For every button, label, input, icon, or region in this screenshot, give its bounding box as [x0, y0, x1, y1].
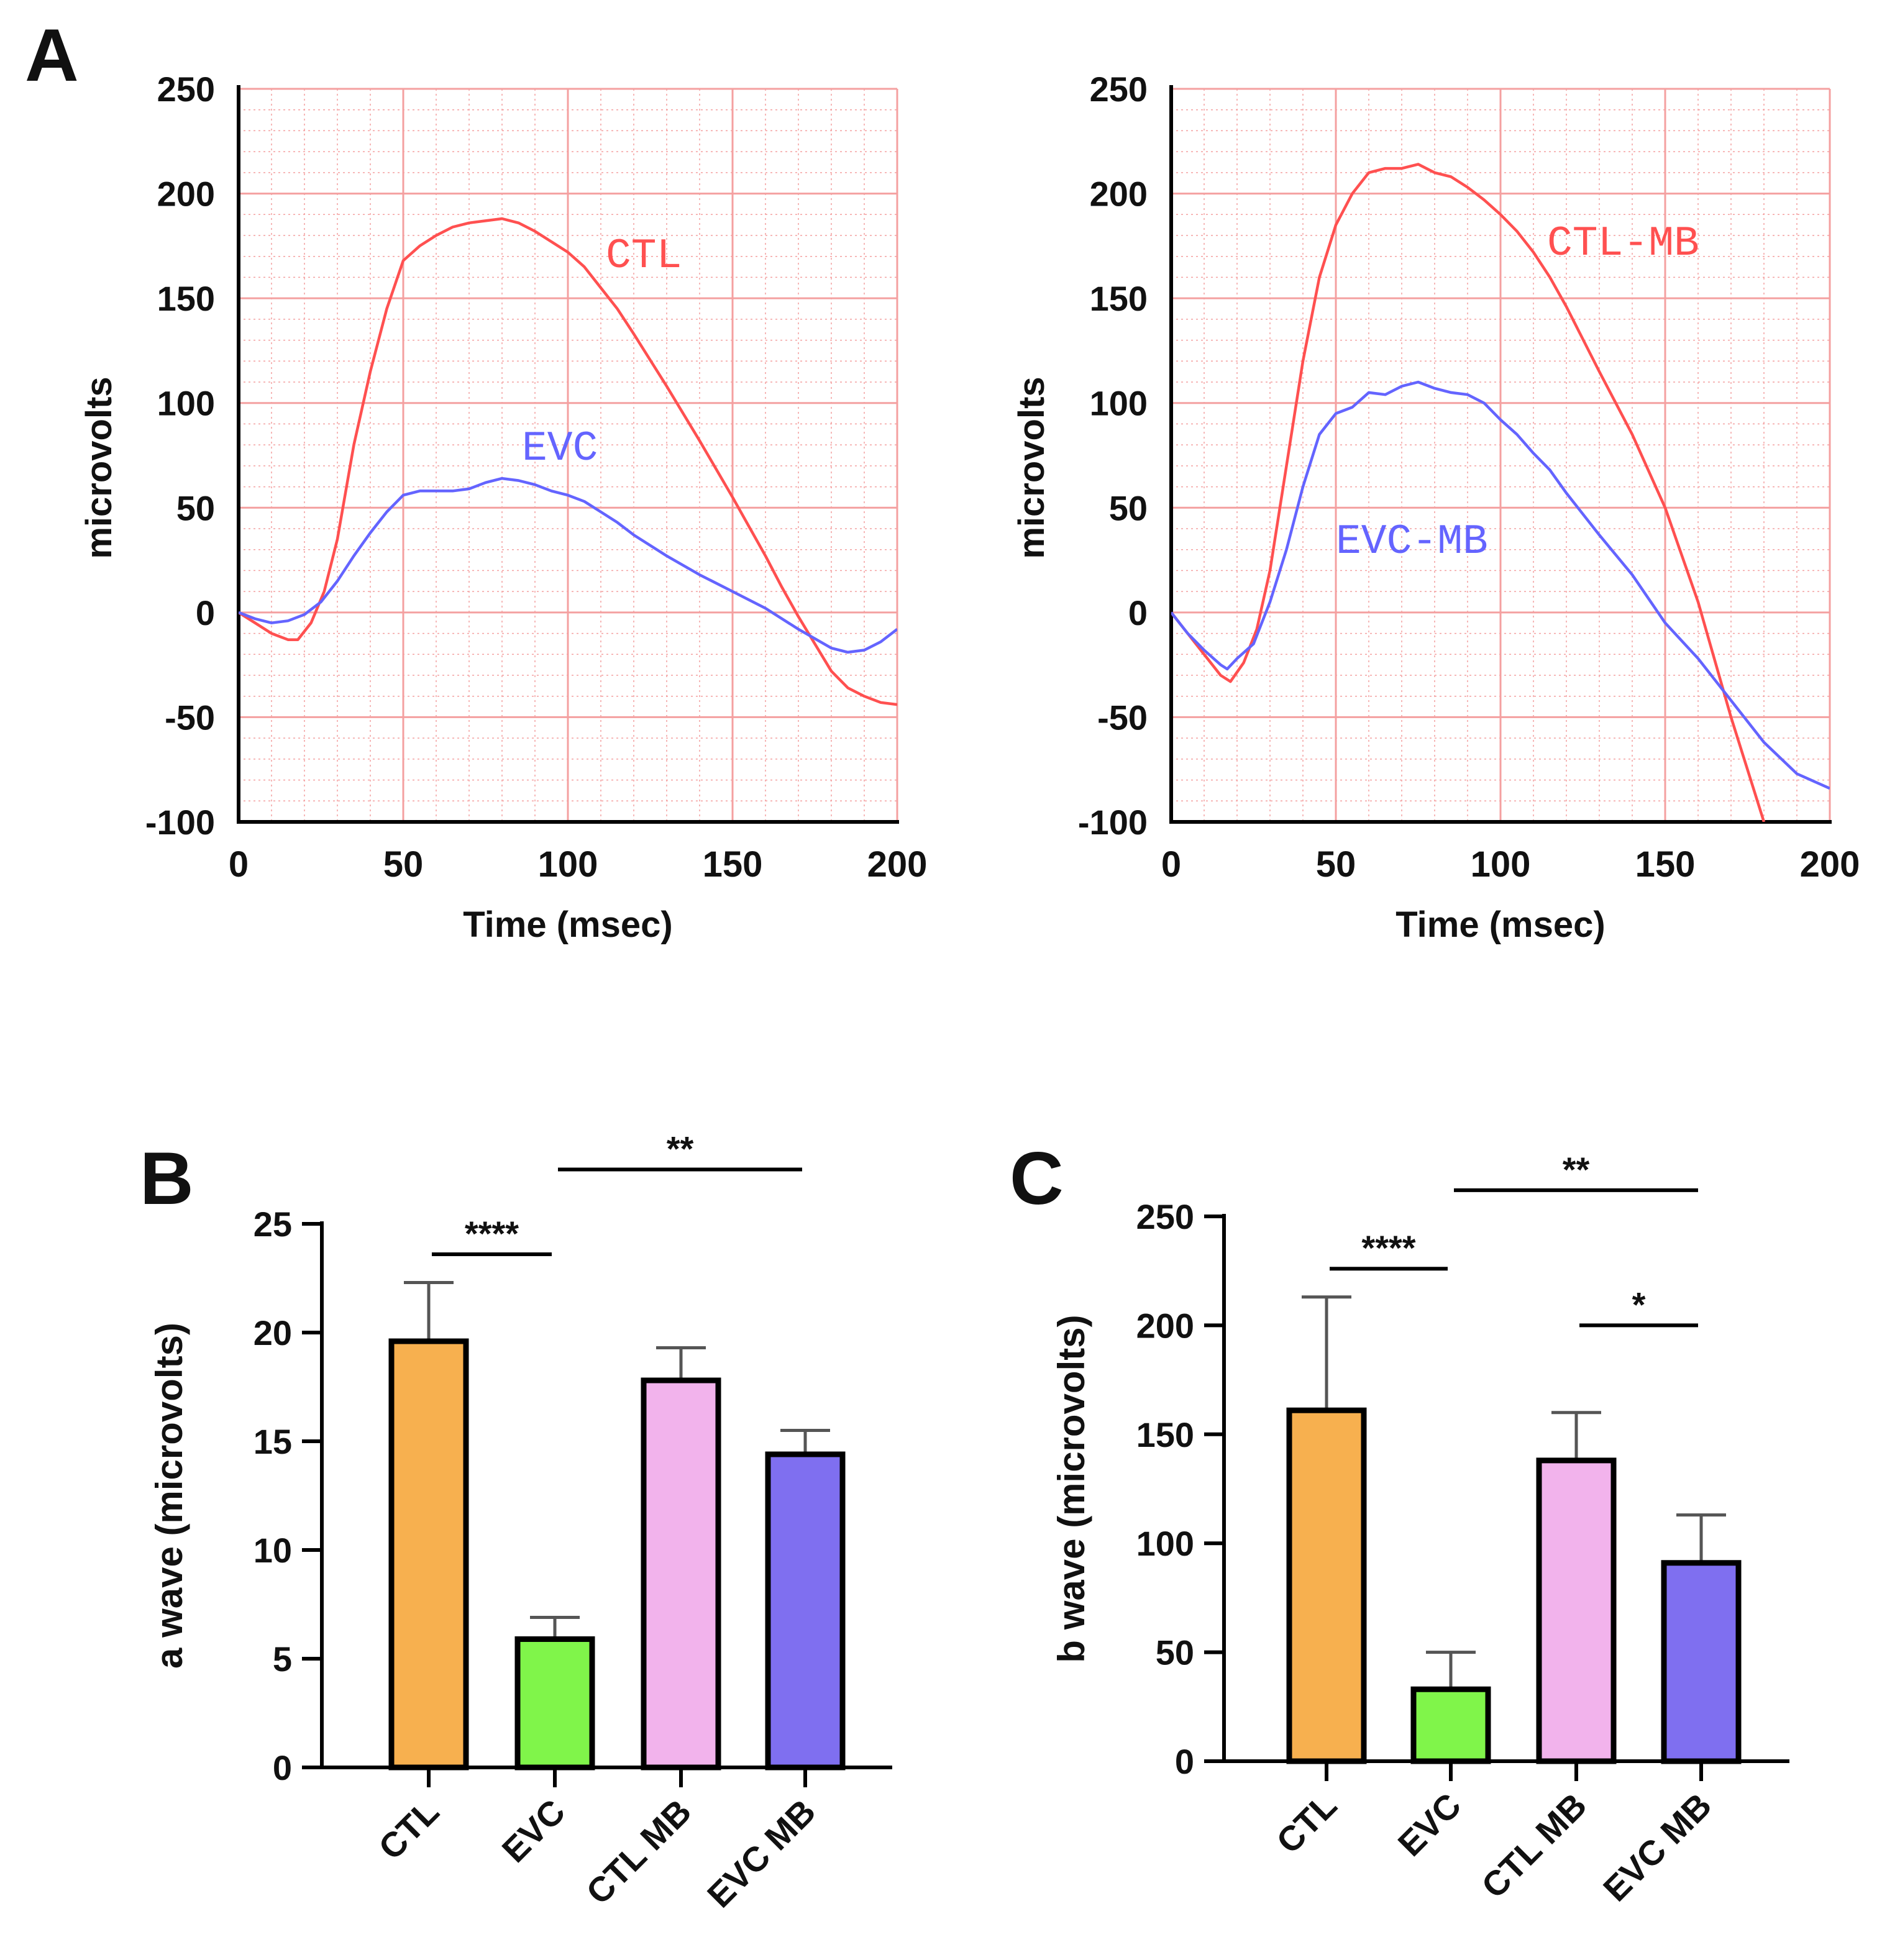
y-tick-label: 0	[1175, 1742, 1194, 1781]
y-tick-label: 100	[157, 384, 215, 423]
bar-evc	[514, 1636, 595, 1771]
category-label: CTL MB	[1474, 1785, 1594, 1905]
y-tick-label: -100	[1078, 803, 1148, 842]
series-annotation: EVC-MB	[1336, 518, 1488, 566]
category-label: CTL MB	[578, 1792, 698, 1912]
y-tick-label: -50	[165, 698, 215, 737]
x-axis-label: Time (msec)	[463, 905, 672, 945]
bar-chart-b: 0 5 10 15 20 25 a wave (microvolts) CTL EVC CTL M…	[148, 1129, 892, 1915]
y-tick-label: -50	[1097, 698, 1148, 737]
x-tick-label: 0	[1161, 844, 1181, 885]
bar-chart-c: 0 50 100 150 200 250 b wave (microvolts) CTL EVC…	[1051, 1150, 1789, 1909]
x-tick-label: 50	[1316, 844, 1356, 885]
x-tick-label: 200	[867, 844, 928, 885]
y-tick-label: 20	[254, 1313, 292, 1352]
bar-evc	[1410, 1686, 1491, 1764]
y-tick-label: 5	[273, 1639, 292, 1679]
category-label: EVC MB	[1596, 1785, 1719, 1909]
panel-label-b: B	[140, 1137, 194, 1220]
significance-label: ****	[1361, 1228, 1415, 1267]
y-tick-label: 200	[157, 175, 215, 214]
y-tick-label: 50	[1109, 488, 1148, 527]
y-tick-label: 250	[1136, 1197, 1194, 1236]
x-axis-label: Time (msec)	[1396, 905, 1605, 945]
y-tick-label: 0	[196, 593, 215, 632]
y-axis-label: microvolts	[79, 376, 119, 558]
y-tick-label: 200	[1090, 175, 1148, 214]
y-tick-label: 50	[176, 488, 215, 527]
series-annotation: CTL	[606, 232, 682, 280]
bar-evc-mb	[1661, 1560, 1742, 1764]
y-tick-label: 150	[1090, 279, 1148, 318]
line-chart-a-right: -100 -50 0 50 100 150 200 250 0 50 100 150 200 Time (…	[1012, 70, 1860, 945]
y-tick-label: 250	[1090, 70, 1148, 109]
line-chart-a-left: -100 -50 0 50 100 150 200 250 0 50 100 150 200 Time (…	[79, 70, 927, 945]
series-annotation: EVC	[522, 425, 598, 473]
y-tick-label: 0	[1128, 593, 1148, 632]
x-tick-label: 200	[1800, 844, 1860, 885]
series-line-evc-mb	[1171, 380, 1830, 790]
category-label: EVC	[1391, 1785, 1469, 1864]
bar-ctl	[388, 1338, 469, 1771]
x-tick-label: 150	[703, 844, 763, 885]
significance-label: **	[667, 1129, 694, 1169]
y-axis-label: microvolts	[1012, 376, 1052, 558]
y-tick-label: -100	[145, 803, 215, 842]
y-tick-label: 200	[1136, 1306, 1194, 1345]
y-tick-label: 150	[157, 279, 215, 318]
x-tick-label: 50	[383, 844, 424, 885]
x-tick-label: 100	[1471, 844, 1531, 885]
y-tick-label: 150	[1136, 1415, 1194, 1454]
bar-evc-mb	[765, 1451, 846, 1771]
category-label: CTL	[371, 1792, 447, 1867]
x-tick-label: 0	[229, 844, 249, 885]
y-tick-label: 50	[1156, 1633, 1194, 1672]
y-tick-label: 250	[157, 70, 215, 109]
y-tick-label: 10	[254, 1531, 292, 1570]
category-label: CTL	[1269, 1785, 1345, 1861]
category-label: EVC MB	[700, 1792, 823, 1915]
y-tick-label: 25	[254, 1205, 292, 1244]
y-tick-label: 100	[1136, 1524, 1194, 1563]
significance-label: *	[1632, 1285, 1646, 1324]
significance-label: ****	[465, 1214, 519, 1253]
y-tick-label: 15	[254, 1422, 292, 1461]
y-tick-label: 100	[1090, 384, 1148, 423]
bar-ctl-mb	[641, 1377, 721, 1771]
x-tick-label: 100	[538, 844, 598, 885]
panel-label-c: C	[1010, 1137, 1064, 1220]
series-line-ctl	[239, 217, 897, 706]
series-line-evc	[239, 476, 897, 654]
bar-ctl	[1286, 1407, 1367, 1764]
y-axis-label: b wave (microvolts)	[1051, 1315, 1092, 1662]
series-annotation: CTL-MB	[1547, 220, 1699, 268]
category-label: EVC	[495, 1792, 573, 1870]
x-tick-label: 150	[1635, 844, 1696, 885]
series-line-ctl-mb	[1171, 163, 1766, 822]
panel-label-a: A	[25, 14, 79, 97]
y-tick-label: 0	[273, 1748, 292, 1787]
bar-ctl-mb	[1536, 1457, 1617, 1764]
significance-label: **	[1563, 1150, 1590, 1189]
y-axis-label: a wave (microvolts)	[148, 1323, 190, 1669]
